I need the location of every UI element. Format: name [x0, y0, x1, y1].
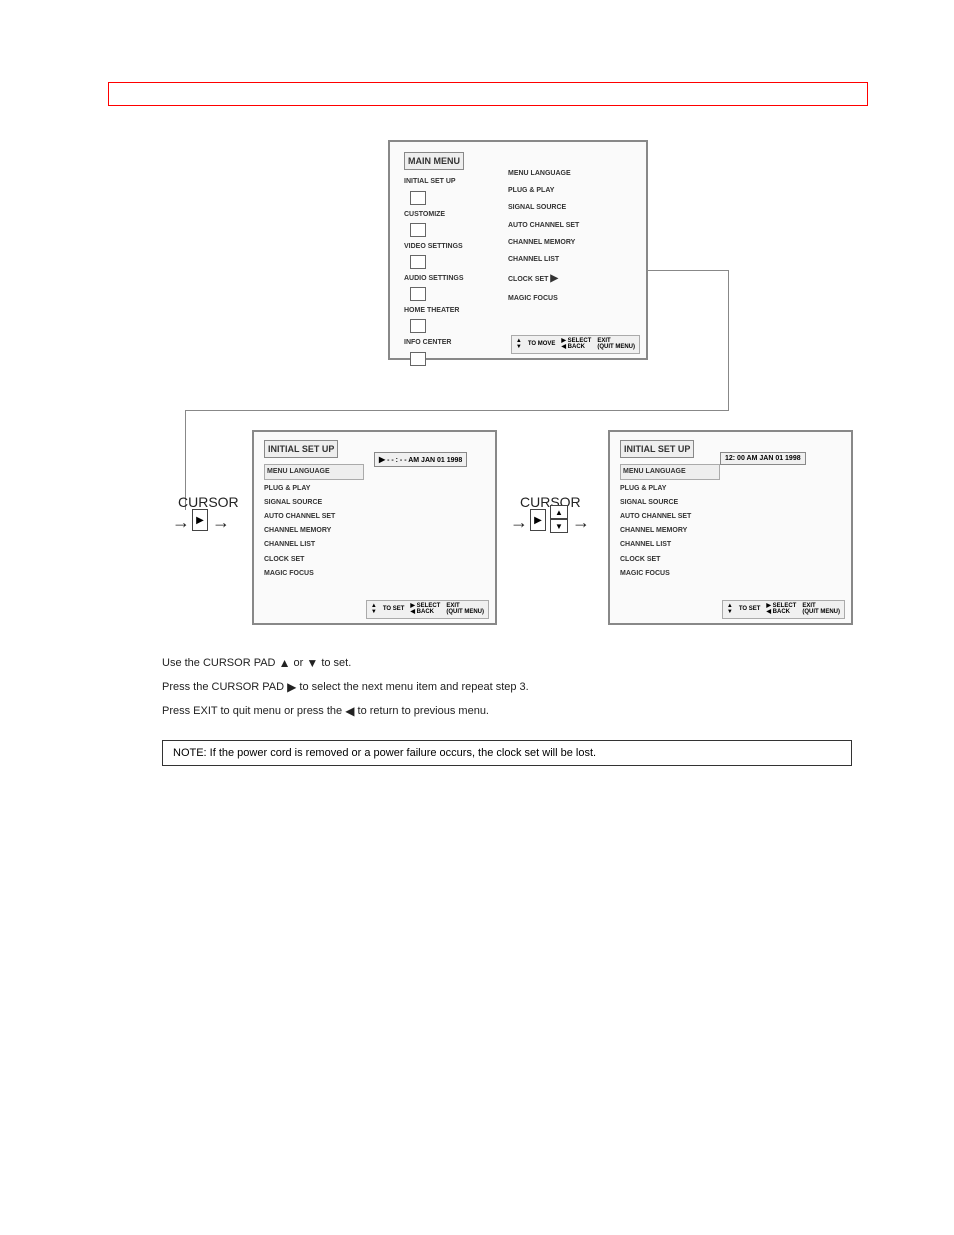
menu-item: MENU LANGUAGE	[620, 464, 720, 479]
triangle-up-icon: ▲	[550, 505, 568, 519]
cursor-right-button[interactable]: ▶	[192, 509, 208, 531]
menu-item: SIGNAL SOURCE	[620, 497, 720, 508]
hint-bar: ▲▼ TO SET ▶ SELECT◀ BACK EXIT(QUIT MENU)	[722, 600, 845, 619]
instruction-line: Use the CURSOR PAD ▲ or ▼ to set.	[162, 654, 351, 672]
triangle-right-icon: ▶	[550, 271, 558, 287]
menu-item: HOME THEATER	[404, 305, 494, 316]
menu-item: MENU LANGUAGE	[264, 464, 364, 479]
menu-item: CHANNEL MEMORY	[264, 525, 364, 536]
triangle-right-icon: ▶	[379, 455, 385, 464]
menu-item: CHANNEL LIST	[508, 254, 628, 265]
clock-display: ▶ - - : - - AM JAN 01 1998	[374, 452, 467, 467]
menu-item: AUTO CHANNEL SET	[508, 220, 628, 231]
triangle-up-icon: ▲	[279, 654, 291, 672]
menu-item: SIGNAL SOURCE	[508, 202, 628, 213]
audio-icon	[410, 287, 426, 301]
menu-item: INITIAL SET UP	[404, 176, 494, 187]
updown-icon: ▲▼	[516, 338, 522, 350]
triangle-right-icon: ▶	[287, 678, 296, 696]
triangle-down-icon: ▼	[550, 519, 568, 533]
setup-icon	[410, 191, 426, 205]
menu-item: CLOCK SET ▶	[508, 271, 628, 287]
menu-item: SIGNAL SOURCE	[264, 497, 364, 508]
menu-item: VIDEO SETTINGS	[404, 241, 494, 252]
menu-item: CLOCK SET	[620, 554, 720, 565]
info-icon	[410, 352, 426, 366]
triangle-down-icon: ▼	[306, 654, 318, 672]
menu-item: CLOCK SET	[264, 554, 364, 565]
updown-icon: ▲▼	[371, 603, 377, 615]
menu-item: CHANNEL LIST	[264, 539, 364, 550]
connector-line	[648, 270, 728, 271]
menu-item: MAGIC FOCUS	[508, 293, 628, 304]
note-box: NOTE: If the power cord is removed or a …	[162, 740, 852, 766]
setup-title: INITIAL SET UP	[620, 440, 694, 458]
arrow-right-icon: →	[212, 512, 230, 533]
menu-item: AUTO CHANNEL SET	[264, 511, 364, 522]
menu-item: AUTO CHANNEL SET	[620, 511, 720, 522]
menu-item: CUSTOMIZE	[404, 209, 494, 220]
setup-screen-right: INITIAL SET UP MENU LANGUAGE PLUG & PLAY…	[608, 430, 853, 625]
main-menu-screen: MAIN MENU INITIAL SET UP CUSTOMIZE VIDEO…	[388, 140, 648, 360]
arrow-right-icon: →	[172, 512, 190, 533]
menu-item: MENU LANGUAGE	[508, 168, 628, 179]
menu-item: INFO CENTER	[404, 337, 494, 348]
menu-item: CHANNEL LIST	[620, 539, 720, 550]
arrow-right-icon: →	[572, 512, 590, 533]
header-red-box	[108, 82, 868, 106]
connector-line	[728, 270, 729, 410]
instruction-line: Press EXIT to quit menu or press the ◀ t…	[162, 702, 489, 720]
menu-item: AUDIO SETTINGS	[404, 273, 494, 284]
hint-bar: ▲▼ TO SET ▶ SELECT◀ BACK EXIT(QUIT MENU)	[366, 600, 489, 619]
cursor-updown-button[interactable]: ▲ ▼	[550, 505, 568, 533]
instruction-line: Press the CURSOR PAD ▶ to select the nex…	[162, 678, 529, 696]
hint-bar: ▲▼ TO MOVE ▶ SELECT◀ BACK EXIT(QUIT MENU…	[511, 335, 640, 354]
main-menu-title: MAIN MENU	[404, 152, 464, 170]
setup-title: INITIAL SET UP	[264, 440, 338, 458]
connector-line	[185, 410, 729, 411]
video-icon	[410, 255, 426, 269]
menu-item: PLUG & PLAY	[264, 483, 364, 494]
menu-item: PLUG & PLAY	[508, 185, 628, 196]
arrow-right-icon: →	[510, 512, 528, 533]
setup-screen-left: INITIAL SET UP MENU LANGUAGE PLUG & PLAY…	[252, 430, 497, 625]
menu-item: CHANNEL MEMORY	[620, 525, 720, 536]
menu-item: MAGIC FOCUS	[620, 568, 720, 579]
theater-icon	[410, 319, 426, 333]
menu-item: PLUG & PLAY	[620, 483, 720, 494]
menu-item: CHANNEL MEMORY	[508, 237, 628, 248]
cursor-label: CURSOR	[178, 494, 239, 510]
menu-item: MAGIC FOCUS	[264, 568, 364, 579]
triangle-left-icon: ◀	[345, 702, 354, 720]
customize-icon	[410, 223, 426, 237]
cursor-right-button[interactable]: ▶	[530, 509, 546, 531]
updown-icon: ▲▼	[727, 603, 733, 615]
clock-display: 12: 00 AM JAN 01 1998	[720, 452, 806, 465]
